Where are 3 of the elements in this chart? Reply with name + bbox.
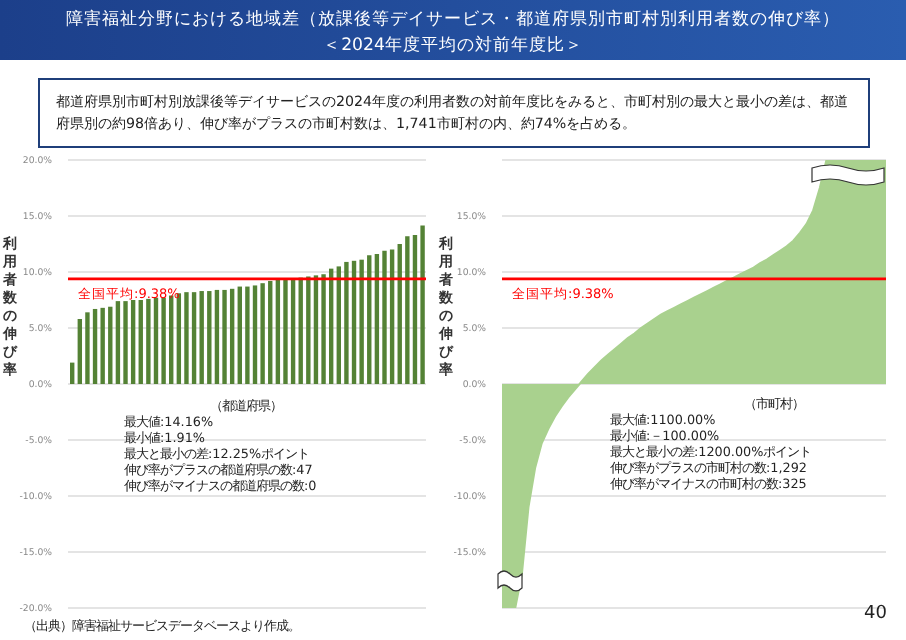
chart-subtitle: ＜2024年度平均の対前年度比＞	[321, 34, 585, 58]
annotation: 40	[864, 604, 887, 626]
chart-title: 障害福祉分野における地域差（放課後等デイサービス・都道府県別市町村別利用者数の伸び率）	[64, 8, 842, 32]
